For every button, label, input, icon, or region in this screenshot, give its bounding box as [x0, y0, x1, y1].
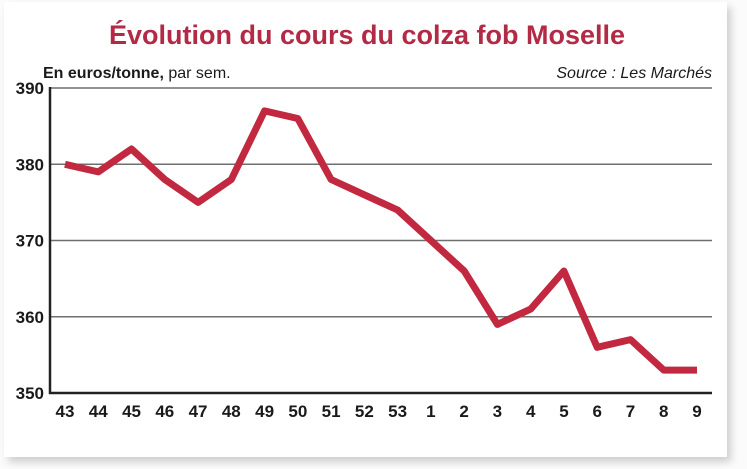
x-tick-label-4: 4: [526, 402, 536, 421]
x-tick-label-5: 5: [559, 402, 568, 421]
unit-label: En euros/tonne, par sem.: [43, 65, 231, 82]
x-tick-label-44: 44: [89, 402, 108, 421]
y-tick-label-350: 350: [16, 384, 44, 403]
y-tick-label-390: 390: [16, 79, 44, 98]
x-tick-label-48: 48: [222, 402, 241, 421]
x-tick-label-51: 51: [322, 402, 341, 421]
y-tick-label-380: 380: [16, 155, 44, 174]
x-tick-label-45: 45: [122, 402, 141, 421]
x-tick-label-53: 53: [388, 402, 407, 421]
chart-title: Évolution du cours du colza fob Moselle: [109, 19, 625, 50]
x-tick-label-9: 9: [692, 402, 701, 421]
series-line-0: [64, 107, 697, 374]
x-tick-label-52: 52: [355, 402, 374, 421]
x-tick-label-49: 49: [255, 402, 274, 421]
x-tick-label-50: 50: [288, 402, 307, 421]
x-tick-label-2: 2: [459, 402, 468, 421]
chart-card: [4, 2, 727, 457]
x-tick-label-46: 46: [155, 402, 174, 421]
x-tick-label-43: 43: [56, 402, 75, 421]
x-tick-label-3: 3: [493, 402, 502, 421]
series-layer: [64, 107, 698, 374]
x-tick-label-1: 1: [426, 402, 435, 421]
gridlines: [50, 87, 712, 318]
unit-label-rest: par sem.: [164, 65, 231, 82]
y-tick-label-370: 370: [16, 232, 44, 251]
x-tick-label-8: 8: [659, 402, 668, 421]
x-tick-label-47: 47: [189, 402, 208, 421]
y-tick-label-360: 360: [16, 308, 44, 327]
x-tick-label-6: 6: [592, 402, 601, 421]
source-label: Source : Les Marchés: [556, 65, 712, 82]
axes: [48, 87, 712, 395]
unit-label-bold: En euros/tonne,: [43, 65, 164, 82]
x-tick-label-7: 7: [626, 402, 635, 421]
